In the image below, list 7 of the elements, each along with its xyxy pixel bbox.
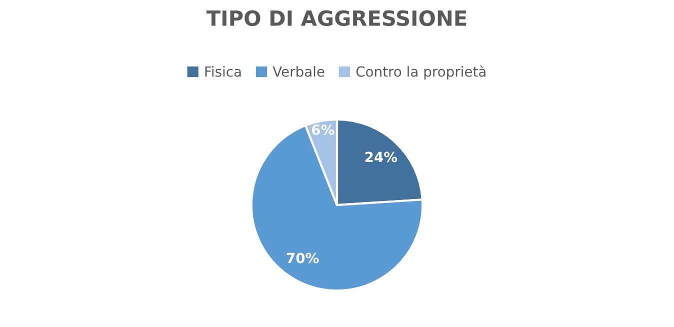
legend-label: Contro la proprietà [356,66,486,80]
data-label: 6% [312,124,334,136]
chart-title: TIPO DI AGGRESSIONE [206,10,466,26]
legend-label: Verbale [272,66,324,77]
data-label: 70% [286,252,319,264]
legend-label: Fisica [205,66,241,77]
data-label: 24% [365,152,398,162]
